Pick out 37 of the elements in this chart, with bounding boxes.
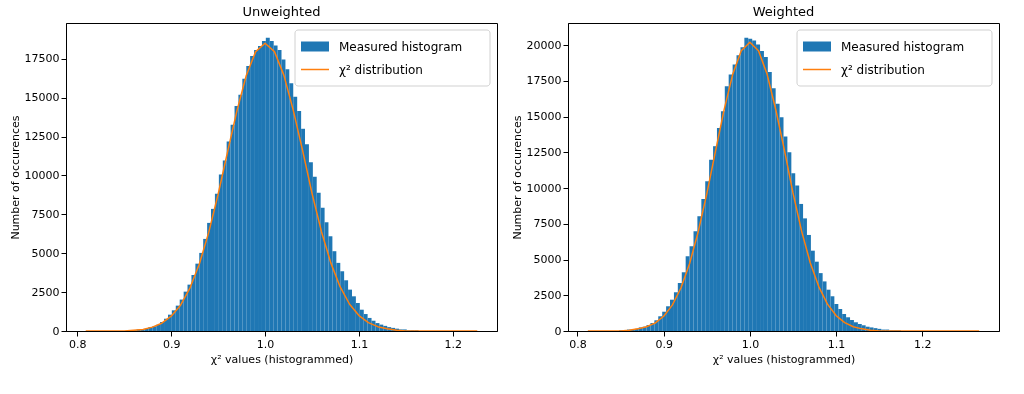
y-tick-label: 0 [52,324,60,338]
y-tick-label: 7500 [31,207,60,221]
y-axis-title: Number of occurences [510,115,524,240]
y-tick-label: 2500 [533,288,562,302]
y-tick-label: 10000 [526,181,562,195]
y-tick-label: 17500 [24,52,60,66]
y-tick-label: 17500 [526,74,562,88]
x-tick-label: 0.9 [655,337,673,351]
x-tick-label: 1.0 [256,337,275,351]
y-axis-title: Number of occurences [8,115,22,240]
x-axis-title: χ² values (histogrammed) [712,352,856,366]
y-tick-label: 5000 [31,246,60,260]
x-tick-label: 0.8 [69,337,87,351]
legend-label: Measured histogram [339,39,463,54]
y-tick-label: 15000 [24,91,60,105]
y-tick-label: 15000 [526,110,562,124]
x-tick-label: 1.2 [914,337,932,351]
x-tick-label: 1.1 [827,337,846,351]
legend-label: χ² distribution [841,62,925,77]
x-tick-label: 0.9 [162,337,181,351]
x-axis-title: χ² values (histogrammed) [210,352,354,366]
y-tick-label: 20000 [526,38,562,52]
y-tick-label: 12500 [24,130,60,144]
chart-title: Weighted [752,4,815,19]
x-tick-label: 1.0 [741,337,760,351]
x-tick-label: 1.2 [444,337,463,351]
y-tick-label: 0 [554,324,562,338]
chart-title: Unweighted [242,4,321,19]
x-tick-label: 0.8 [569,337,587,351]
legend-label: χ² distribution [339,62,423,77]
legend-label: Measured histogram [841,39,965,54]
x-tick-label: 1.1 [350,337,369,351]
y-tick-label: 7500 [533,217,562,231]
y-tick-label: 5000 [533,253,562,267]
y-tick-label: 2500 [31,285,60,299]
y-tick-label: 10000 [24,168,60,182]
y-tick-label: 12500 [526,145,562,159]
